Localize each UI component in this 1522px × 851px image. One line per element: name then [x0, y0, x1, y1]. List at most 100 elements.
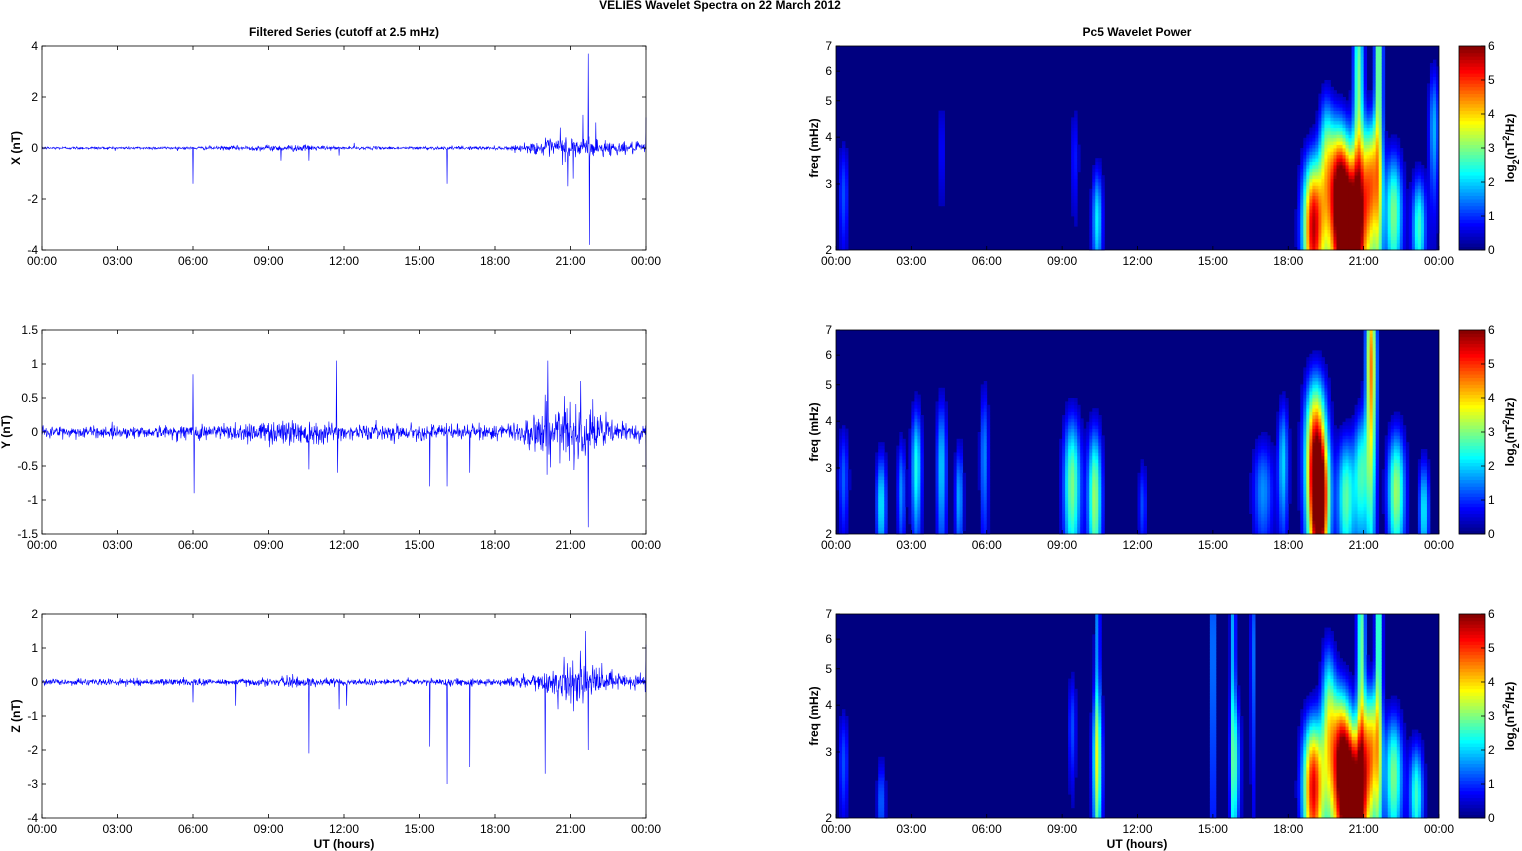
heatmap-cell	[1393, 144, 1398, 149]
heatmap-cell	[986, 435, 991, 440]
heatmap-cell	[1098, 168, 1102, 173]
heatmap-cell	[980, 517, 985, 521]
heatmap-cell	[1378, 246, 1383, 251]
heatmap-cell	[1435, 212, 1440, 217]
heatmap-cell	[1387, 229, 1392, 234]
heatmap-cell	[839, 462, 843, 467]
y-tick-label: -1	[27, 709, 38, 723]
heatmap-cell	[1074, 168, 1078, 173]
x-tick-label: 12:00	[1122, 254, 1152, 268]
heatmap-cell	[911, 530, 915, 535]
heatmap-cell	[1357, 52, 1362, 57]
heatmap-cell	[938, 455, 942, 460]
heatmap-cell	[1071, 428, 1075, 433]
heatmap-cell	[1369, 246, 1374, 251]
heatmap-cell	[1366, 97, 1371, 101]
heatmap-cell	[1083, 489, 1087, 494]
heatmap-cell	[902, 506, 906, 511]
heatmap-cell	[959, 449, 964, 453]
heatmap-cell	[1074, 212, 1078, 217]
heatmap-cell	[1071, 520, 1075, 525]
heatmap-cell	[1303, 195, 1307, 200]
heatmap-cell	[1333, 100, 1337, 105]
heatmap-cell	[938, 500, 942, 504]
heatmap-cell	[1255, 486, 1259, 491]
heatmap-cell	[1258, 476, 1262, 480]
heatmap-cell	[845, 503, 849, 508]
heatmap-cell	[1312, 500, 1316, 504]
heatmap-cell	[1098, 202, 1102, 207]
heatmap-cell	[983, 500, 988, 504]
heatmap-cell	[1282, 483, 1286, 487]
heatmap-cell	[1435, 114, 1440, 118]
heatmap-cell	[1351, 110, 1355, 115]
heatmap-cell	[1390, 219, 1395, 224]
heatmap-cell	[1089, 452, 1093, 457]
heatmap-cell	[1137, 472, 1141, 477]
heatmap-cell	[1140, 530, 1144, 535]
colorbar-segment	[1459, 212, 1485, 217]
heatmap-cell	[899, 493, 903, 497]
heatmap-cell	[1357, 137, 1362, 142]
heatmap-cell	[1318, 171, 1322, 176]
heatmap-cell	[1426, 195, 1431, 200]
heatmap-cell	[1297, 185, 1301, 190]
heatmap-cell	[1435, 192, 1440, 196]
heatmap-cell	[938, 506, 942, 511]
heatmap-cell	[938, 151, 942, 156]
heatmap-cell	[1417, 205, 1422, 210]
heatmap-cell	[944, 425, 948, 429]
heatmap-cell	[1375, 131, 1380, 135]
heatmap-cell	[1074, 188, 1078, 193]
heatmap-cell	[1264, 493, 1268, 497]
heatmap-cell	[1330, 124, 1334, 128]
freq-axis-label: freq (mHz)	[807, 118, 821, 177]
heatmap-cell	[1095, 432, 1099, 436]
heatmap-cell	[1300, 246, 1304, 251]
heatmap-cell	[1417, 216, 1422, 220]
heatmap-cell	[1306, 141, 1310, 145]
heatmap-cell	[1429, 73, 1434, 77]
heatmap-cell	[845, 445, 849, 450]
heatmap-cell	[1300, 192, 1304, 196]
heatmap-cell	[1384, 236, 1389, 241]
heatmap-cell	[878, 520, 882, 525]
heatmap-cell	[956, 530, 961, 535]
heatmap-cell	[1285, 438, 1289, 443]
heatmap-cell	[1303, 401, 1307, 406]
heatmap-cell	[1312, 435, 1316, 440]
heatmap-cell	[842, 182, 846, 186]
heatmap-cell	[1381, 103, 1386, 108]
heatmap-cell	[1360, 93, 1365, 98]
heatmap-cell	[1390, 158, 1395, 162]
heatmap-cell	[1098, 479, 1102, 484]
heatmap-cell	[1378, 80, 1383, 84]
heatmap-cell	[1414, 219, 1419, 224]
heatmap-cell	[1101, 449, 1105, 453]
heatmap-cell	[875, 523, 879, 528]
heatmap-cell	[1306, 530, 1310, 535]
heatmap-cell	[1378, 158, 1383, 162]
heatmap-cell	[1258, 506, 1262, 511]
heatmap-cell	[1300, 479, 1304, 484]
heatmap-cell	[1318, 483, 1322, 487]
heatmap-cell	[1324, 209, 1328, 213]
heatmap-cell	[1071, 455, 1075, 460]
heatmap-cell	[1297, 466, 1301, 470]
heatmap-cell	[1306, 360, 1310, 365]
heatmap-cell	[1282, 513, 1286, 518]
heatmap-cell	[1336, 182, 1340, 186]
heatmap-cell	[842, 165, 846, 169]
heatmap-cell	[935, 510, 939, 514]
heatmap-cell	[1315, 364, 1319, 368]
heatmap-cell	[1101, 513, 1105, 518]
heatmap-cell	[1086, 445, 1090, 450]
heatmap-cell	[941, 195, 945, 200]
heatmap-cell	[1089, 523, 1093, 528]
heatmap-cell	[1309, 530, 1313, 535]
heatmap-cell	[1074, 154, 1078, 159]
heatmap-cell	[1348, 114, 1352, 118]
heatmap-cell	[1095, 496, 1099, 501]
heatmap-cell	[1426, 137, 1431, 142]
heatmap-cell	[1306, 421, 1310, 426]
